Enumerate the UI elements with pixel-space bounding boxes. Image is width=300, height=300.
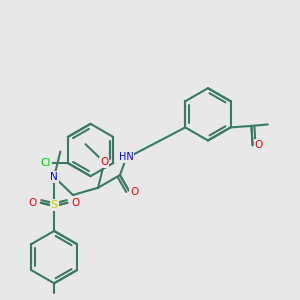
Text: S: S [50, 200, 58, 210]
Text: HN: HN [119, 152, 134, 162]
Text: N: N [50, 172, 58, 182]
Text: O: O [72, 198, 80, 208]
Text: O: O [130, 187, 138, 197]
Text: O: O [254, 140, 263, 150]
Text: O: O [28, 198, 37, 208]
Text: Cl: Cl [40, 158, 51, 168]
Text: O: O [100, 158, 109, 167]
